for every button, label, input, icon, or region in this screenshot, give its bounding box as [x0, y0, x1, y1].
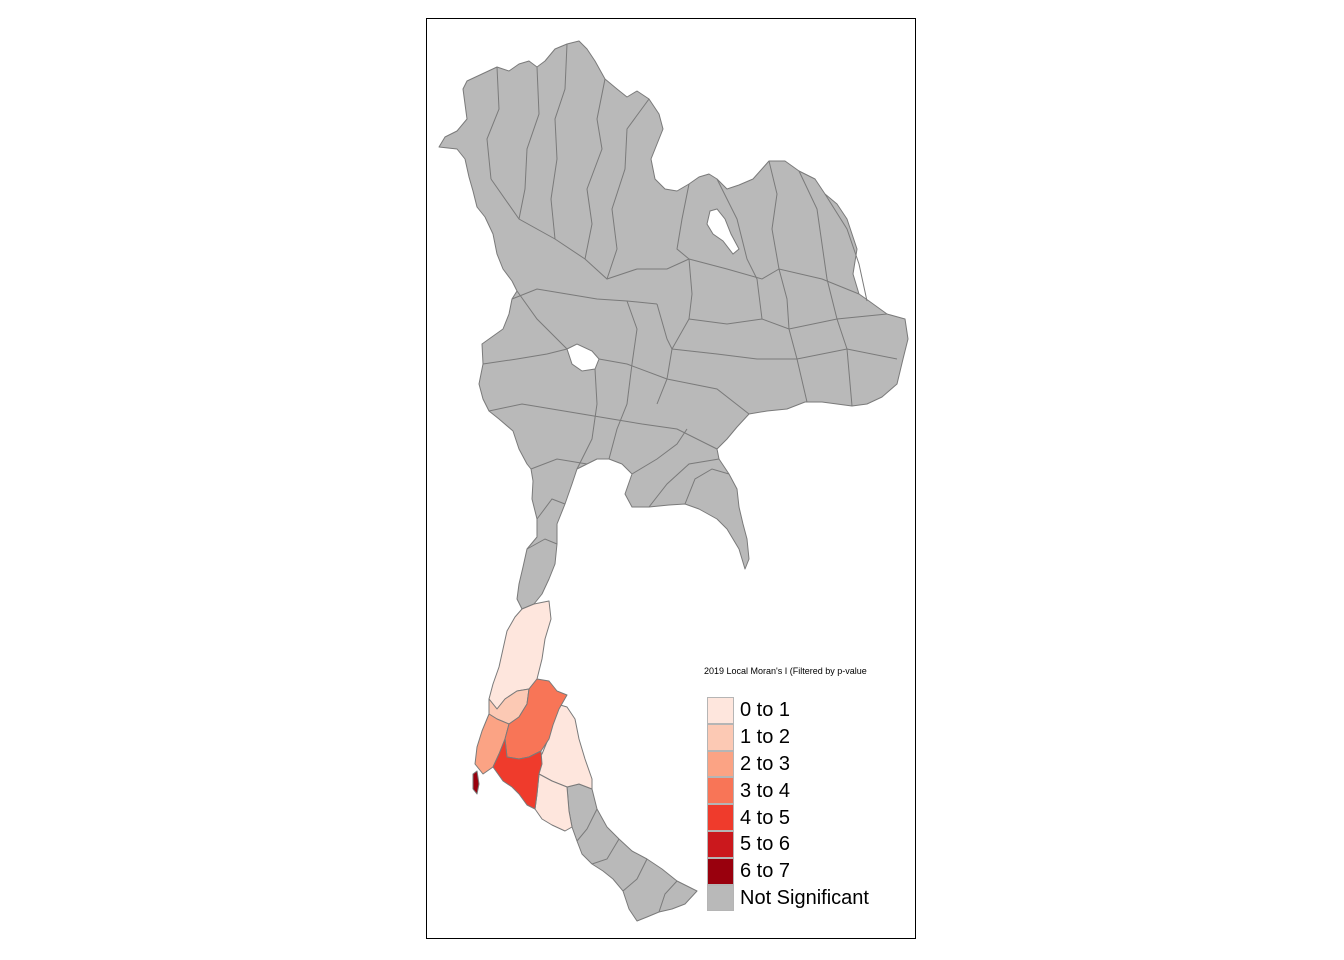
legend-item: 5 to 6 [707, 830, 869, 858]
lake-hole-northeast [706, 208, 740, 255]
lake-hole-central [566, 343, 600, 372]
legend-item: 0 to 1 [707, 697, 869, 724]
province-region-south-ns [566, 783, 698, 922]
legend-title: 2019 Local Moran's I (Filtered by p-valu… [704, 666, 867, 676]
province-class-4-5 [492, 738, 543, 810]
legend-item: Not Significant [707, 884, 869, 912]
legend-swatch [707, 857, 734, 885]
legend-swatch [707, 777, 734, 805]
legend-label: 3 to 4 [740, 779, 791, 802]
province-class-6-7 [472, 770, 480, 795]
legend-label: 0 to 1 [740, 699, 791, 722]
map-frame: 2019 Local Moran's I (Filtered by p-valu… [426, 18, 916, 939]
legend-label: 1 to 2 [740, 726, 791, 749]
thailand-choropleth-map [438, 40, 909, 922]
legend-item: 4 to 5 [707, 804, 869, 831]
legend-label: 5 to 6 [740, 833, 791, 856]
legend-item: 1 to 2 [707, 723, 869, 751]
map-legend: 0 to 1 1 to 2 2 to 3 3 to 4 4 to 5 5 to … [707, 697, 869, 912]
legend-label: 6 to 7 [740, 860, 791, 883]
legend-swatch [707, 723, 734, 751]
legend-label: 2 to 3 [740, 752, 791, 775]
legend-swatch [707, 750, 734, 778]
province-class-0-1-east [528, 703, 593, 790]
province-boundaries-south [576, 808, 678, 913]
legend-item: 6 to 7 [707, 857, 869, 885]
legend-swatch [707, 804, 734, 831]
legend-swatch [707, 830, 734, 858]
legend-swatch [707, 697, 734, 724]
legend-label: 4 to 5 [740, 806, 791, 829]
province-region-main [438, 40, 909, 610]
legend-label: Not Significant [740, 886, 869, 909]
legend-swatch [707, 884, 734, 912]
province-boundaries [482, 43, 898, 550]
legend-item: 2 to 3 [707, 750, 869, 778]
legend-item: 3 to 4 [707, 777, 869, 805]
